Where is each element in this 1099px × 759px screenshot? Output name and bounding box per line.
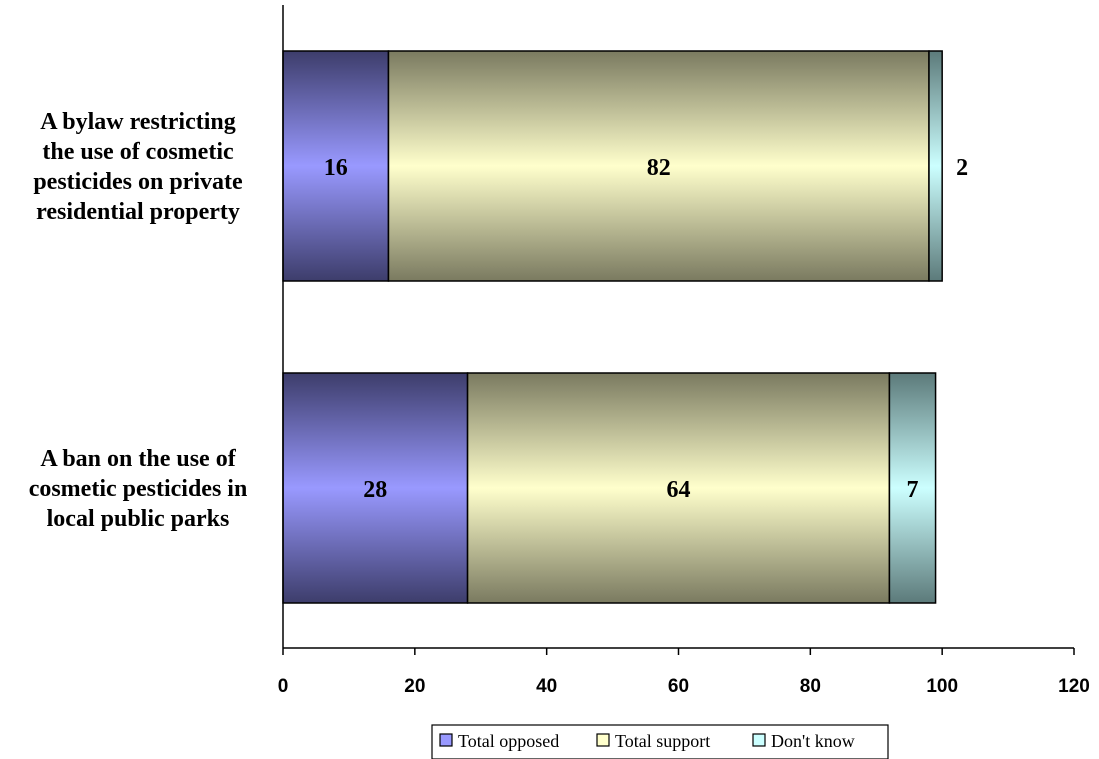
data-label: 64 (667, 477, 691, 503)
x-tick-label: 20 (404, 676, 425, 697)
legend-swatch (752, 733, 766, 747)
bar-segment (888, 372, 937, 604)
category-label-line: the use of cosmetic (42, 139, 234, 165)
legend-swatch (596, 733, 610, 747)
data-label: 7 (907, 477, 919, 503)
data-label: 82 (647, 155, 671, 181)
data-label: 28 (363, 477, 387, 503)
x-tick-label: 0 (278, 676, 289, 697)
bar-segment (282, 372, 469, 604)
bar-segment (928, 50, 943, 282)
legend-box (431, 724, 889, 759)
category-label-line: residential property (36, 199, 240, 225)
legend: Total opposed Total support Don't know (431, 724, 889, 759)
x-tick-label: 60 (668, 676, 689, 697)
x-tick-label: 80 (800, 676, 821, 697)
data-label: 16 (324, 155, 348, 181)
data-labels: 16 82 2 28 64 7 (324, 155, 968, 503)
category-label-line: pesticides on private (33, 169, 243, 195)
legend-swatch (439, 733, 453, 747)
legend-label: Total support (615, 731, 710, 751)
category-label-line: A ban on the use of (40, 446, 236, 472)
x-tick-label: 40 (536, 676, 557, 697)
category-labels: A bylaw restricting the use of cosmetic pe… (29, 109, 248, 532)
x-tick-label: 100 (926, 676, 958, 697)
bar-segment (282, 50, 390, 282)
legend-label: Don't know (771, 731, 855, 751)
bar-segment (387, 50, 930, 282)
x-tick-labels: 0 20 40 60 80 100 120 (278, 676, 1090, 697)
bars (282, 50, 943, 604)
legend-label: Total opposed (458, 731, 559, 751)
bar-segment (466, 372, 891, 604)
category-label-line: A bylaw restricting (40, 109, 236, 135)
x-tick-label: 120 (1058, 676, 1090, 697)
axes (282, 5, 1075, 655)
data-label: 2 (956, 155, 968, 181)
category-label-line: cosmetic pesticides in (29, 476, 248, 502)
category-label-line: local public parks (47, 506, 230, 532)
